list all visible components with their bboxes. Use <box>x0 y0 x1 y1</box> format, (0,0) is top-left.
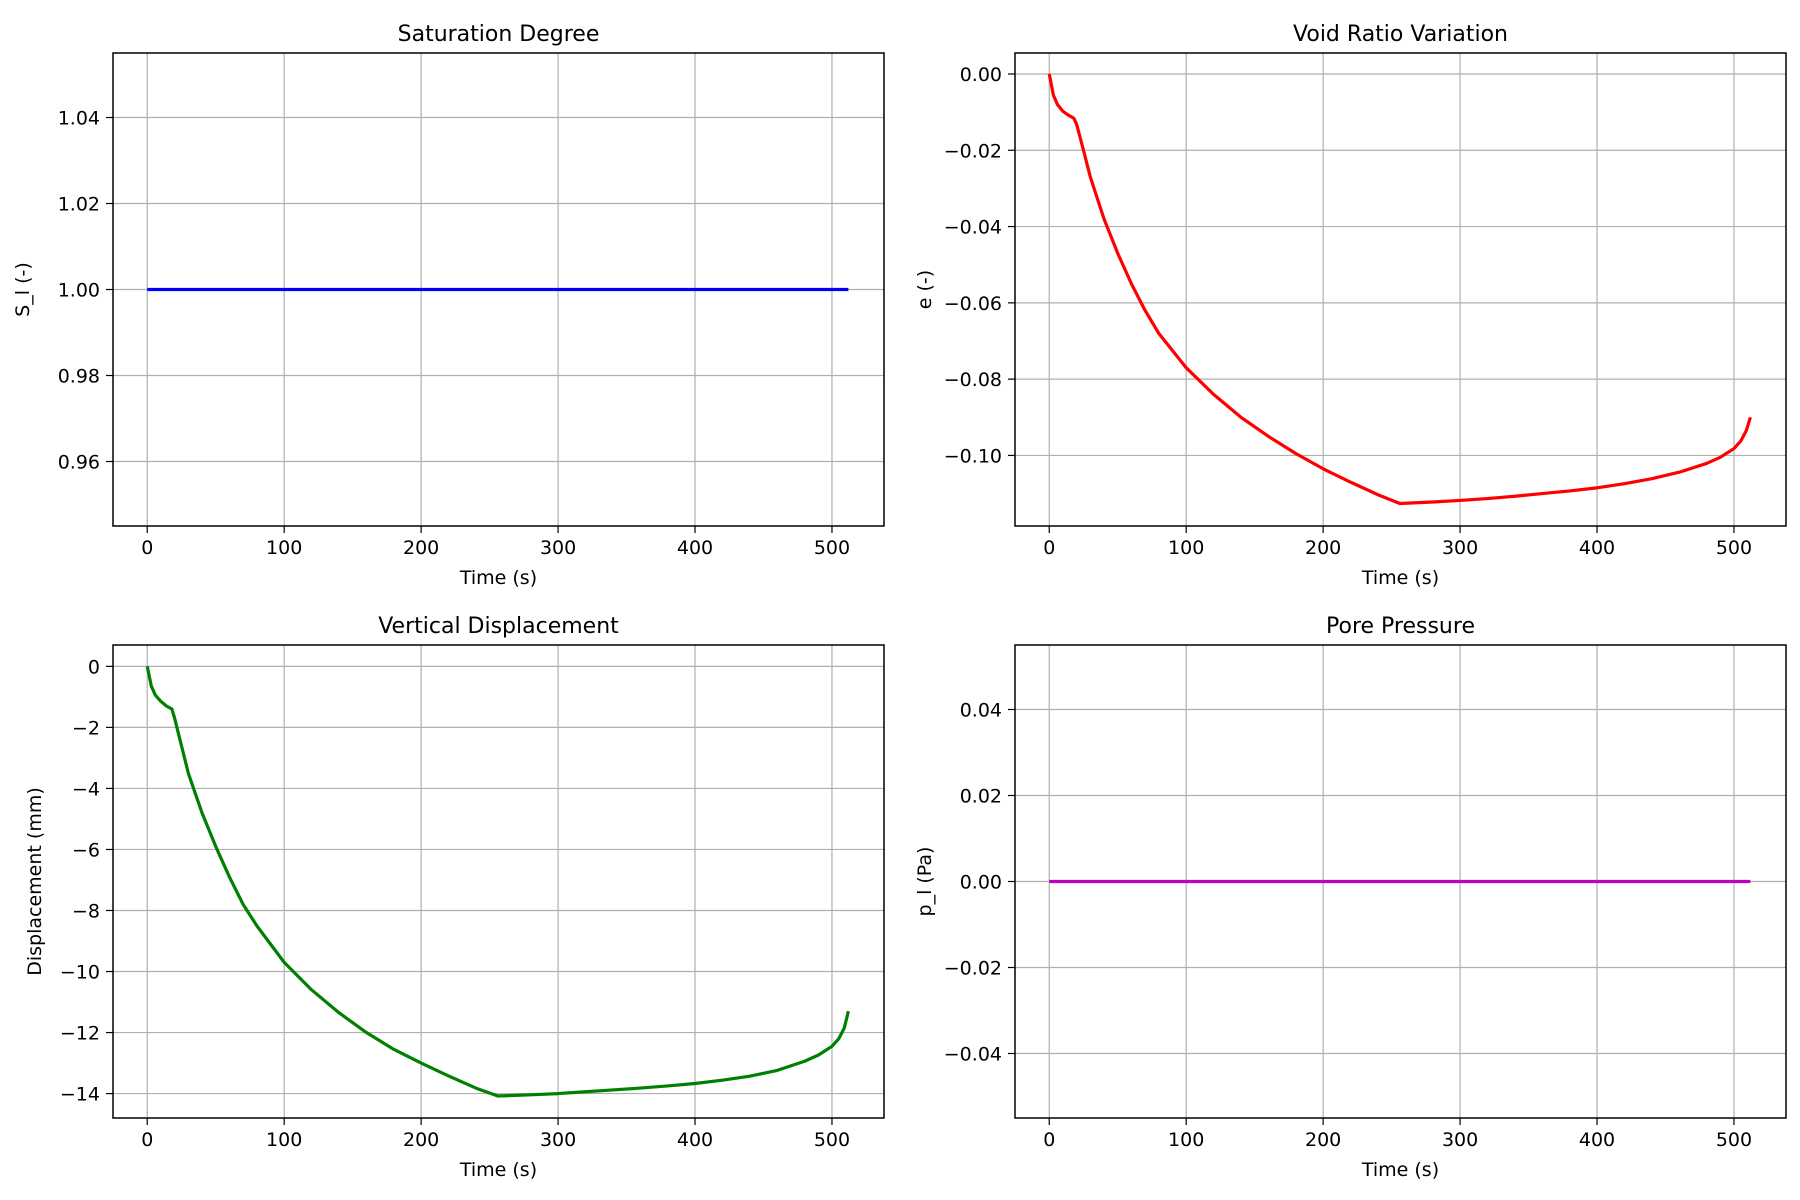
saturation-ytick-label-1: 0.98 <box>58 366 100 388</box>
pore-pressure-ytick-label-3: −0.02 <box>944 958 1002 980</box>
displacement-ytick-label-0: 0 <box>88 656 100 678</box>
saturation-ytick-label-3: 1.02 <box>58 194 100 216</box>
pore-pressure-xtick-label-2: 200 <box>1305 1129 1341 1151</box>
displacement-xtick-label-3: 300 <box>540 1129 576 1151</box>
void-ratio-ytick-label-5: −0.10 <box>944 445 1002 467</box>
void-ratio-chart: 0 100 200 300 400 500 0.00 −0.02 −0.04 −0.06 −0.08… <box>914 22 1787 589</box>
displacement-ytick-label-5: −10 <box>60 962 100 984</box>
void-ratio-ytick-label-1: −0.02 <box>944 140 1002 162</box>
displacement-plot-frame <box>112 644 885 1119</box>
saturation-xtick-label-4: 400 <box>677 537 713 559</box>
pore-pressure-ytick-label-1: 0.02 <box>960 786 1002 808</box>
void-ratio-ytick-label-3: −0.06 <box>944 293 1002 315</box>
void-ratio-xtick-label-3: 300 <box>1442 537 1478 559</box>
pore-pressure-chart: 0 100 200 300 400 500 0.04 0.02 0.00 −0.02 −0.04 Po… <box>914 614 1787 1181</box>
displacement-xlabel: Time (s) <box>459 1159 537 1181</box>
saturation-xtick-label-3: 300 <box>540 537 576 559</box>
void-ratio-xtick-label-5: 500 <box>1716 537 1752 559</box>
pore-pressure-xtick-label-3: 300 <box>1442 1129 1478 1151</box>
displacement-ytick-label-4: −8 <box>72 900 100 922</box>
pore-pressure-title: Pore Pressure <box>1326 614 1475 639</box>
pore-pressure-xlabel: Time (s) <box>1361 1159 1439 1181</box>
saturation-title: Saturation Degree <box>398 22 600 47</box>
displacement-ytick-label-2: −4 <box>72 778 100 800</box>
displacement-ytick-label-3: −6 <box>72 839 100 861</box>
void-ratio-ytick-label-0: 0.00 <box>960 64 1002 86</box>
void-ratio-ytick-label-4: −0.08 <box>944 369 1002 391</box>
void-ratio-xtick-label-2: 200 <box>1305 537 1341 559</box>
displacement-ytick-label-7: −14 <box>60 1084 100 1106</box>
displacement-chart: 0 100 200 300 400 500 0 −2 −4 −6 −8 −10 −12 −14 Vertic… <box>24 614 885 1181</box>
pore-pressure-ytick-label-0: 0.04 <box>960 700 1002 722</box>
pore-pressure-xtick-label-5: 500 <box>1716 1129 1752 1151</box>
void-ratio-title: Void Ratio Variation <box>1293 22 1508 47</box>
saturation-ylabel: S_l (-) <box>12 262 34 317</box>
saturation-ytick-label-4: 1.04 <box>58 108 100 130</box>
displacement-xtick-label-2: 200 <box>403 1129 439 1151</box>
saturation-xlabel: Time (s) <box>459 567 537 589</box>
saturation-ytick-label-2: 1.00 <box>58 280 100 302</box>
displacement-xtick-label-1: 100 <box>266 1129 302 1151</box>
displacement-ylabel: Displacement (mm) <box>24 787 46 976</box>
pore-pressure-xtick-label-1: 100 <box>1168 1129 1204 1151</box>
saturation-xtick-label-5: 500 <box>814 537 850 559</box>
saturation-xtick-label-0: 0 <box>141 537 153 559</box>
pore-pressure-ytick-label-2: 0.00 <box>960 872 1002 894</box>
void-ratio-ylabel: e (-) <box>914 270 936 309</box>
displacement-xtick-label-0: 0 <box>141 1129 153 1151</box>
saturation-ytick-label-0: 0.96 <box>58 452 100 474</box>
displacement-ytick-label-1: −2 <box>72 717 100 739</box>
void-ratio-xtick-label-0: 0 <box>1043 537 1055 559</box>
saturation-xtick-label-1: 100 <box>266 537 302 559</box>
void-ratio-xtick-label-4: 400 <box>1579 537 1615 559</box>
saturation-xtick-label-2: 200 <box>403 537 439 559</box>
displacement-series-line-0 <box>145 666 850 1098</box>
pore-pressure-xtick-label-0: 0 <box>1043 1129 1055 1151</box>
displacement-xtick-label-5: 500 <box>814 1129 850 1151</box>
pore-pressure-ylabel: p_l (Pa) <box>914 847 936 917</box>
pore-pressure-xtick-label-4: 400 <box>1579 1129 1615 1151</box>
void-ratio-xlabel: Time (s) <box>1361 567 1439 589</box>
void-ratio-plot-frame <box>1014 52 1787 527</box>
saturation-chart: 0 100 200 300 400 500 0.96 0.98 1.00 1.02 1.04 Satu… <box>12 22 885 589</box>
displacement-xtick-label-4: 400 <box>677 1129 713 1151</box>
displacement-title: Vertical Displacement <box>378 614 619 639</box>
void-ratio-series-line-0 <box>1047 73 1752 506</box>
void-ratio-ytick-label-2: −0.04 <box>944 217 1002 239</box>
pore-pressure-ytick-label-4: −0.04 <box>944 1044 1002 1066</box>
void-ratio-xtick-label-1: 100 <box>1168 537 1204 559</box>
displacement-ytick-label-6: −12 <box>60 1023 100 1045</box>
